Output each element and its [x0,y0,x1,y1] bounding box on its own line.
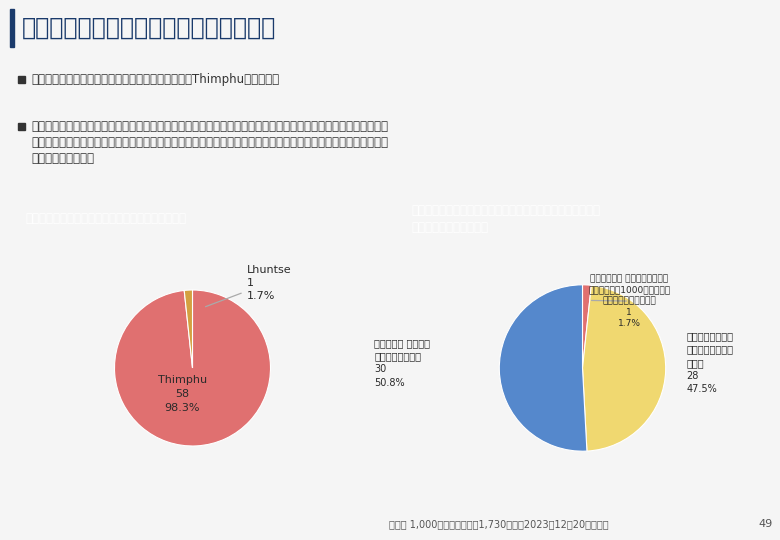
Text: 現在、自身のスキルアップのために、医学教育のアプリやサ
ービスを利用しているか: 現在、自身のスキルアップのために、医学教育のアプリやサ ービスを利用しているか [411,204,600,234]
Bar [18,76,25,83]
Text: 現在、自身のスキルアップのために医学教育のアプリやサービスを利用している人と、そのようなアプリやサービ: 現在、自身のスキルアップのために医学教育のアプリやサービスを利用している人と、そ… [31,120,388,133]
Wedge shape [184,290,193,368]
Wedge shape [499,285,587,451]
Text: （注） 1,000ニュルタム＝約1,730円　（2023年12朎20日時点）: （注） 1,000ニュルタム＝約1,730円 （2023年12朎20日時点） [389,519,609,529]
Text: 49: 49 [758,519,772,529]
Bar [10,9,14,47]
Text: 現在アプリ やサービ
スは使っていない
30
50.8%: 現在アプリ やサービ スは使っていない 30 50.8% [374,338,431,388]
Text: 回答者が所属する病院／大学のあるゾンカク（県）: 回答者が所属する病院／大学のあるゾンカク（県） [26,213,186,226]
Text: はい（アプリ やサービスの利用
料として毎月1000ニュルタム
未満を支払っている）
1
1.7%: はい（アプリ やサービスの利用 料として毎月1000ニュルタム 未満を支払ってい… [588,274,670,328]
Wedge shape [583,285,665,451]
Text: スを使っていない人は、ほぼ半々となった。ただし、利用している場合でも、１人を除いて全て無料で利用できる: スを使っていない人は、ほぼ半々となった。ただし、利用している場合でも、１人を除い… [31,137,388,150]
Text: アンケート調査：医療従事者（２／６）: アンケート調査：医療従事者（２／６） [22,16,276,40]
Text: 回答者が所属する病院／大学は、１人を除いて全てThimphuにあった。: 回答者が所属する病院／大学は、１人を除いて全てThimphuにあった。 [31,73,279,86]
Text: Thimphu
58
98.3%: Thimphu 58 98.3% [158,375,207,413]
Text: ものを使っている。: ものを使っている。 [31,152,94,165]
Wedge shape [115,290,271,446]
Bar [18,123,25,130]
Text: Lhuntse
1
1.7%: Lhuntse 1 1.7% [205,265,291,307]
Wedge shape [583,285,591,368]
Text: はい（ただし無料
で利用できるもの
のみ）
28
47.5%: はい（ただし無料 で利用できるもの のみ） 28 47.5% [686,332,733,394]
